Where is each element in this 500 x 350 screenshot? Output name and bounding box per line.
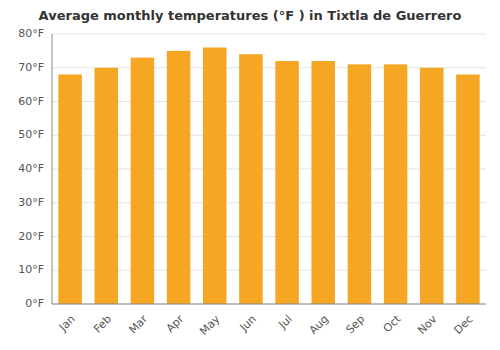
x-tick-label: Jan	[56, 313, 78, 335]
chart-container: 0°F 10°F 20°F 30°F 40°F 50°F 60°F 70°F 80°F Jan Fe…	[0, 0, 500, 350]
x-tick-label: Oct	[381, 312, 404, 335]
x-axis: Jan Feb Mar Apr May Jun Jul Aug Sep Oct Nov Dec	[56, 312, 476, 338]
y-tick-label: 20°F	[18, 230, 44, 243]
bar	[311, 61, 335, 304]
bars	[58, 48, 479, 305]
bar	[239, 54, 263, 304]
bar	[456, 75, 480, 305]
y-tick-label: 60°F	[18, 95, 44, 108]
bar	[94, 68, 118, 304]
x-tick-label: Mar	[126, 312, 150, 336]
y-tick-label: 0°F	[25, 297, 44, 310]
y-axis-line	[52, 34, 53, 304]
title: Average monthly temperatures (°F ) in Ti…	[39, 8, 462, 23]
x-tick-label: Aug	[307, 313, 331, 337]
y-tick-label: 30°F	[18, 196, 44, 209]
chart-svg: 0°F 10°F 20°F 30°F 40°F 50°F 60°F 70°F 80°F Jan Fe…	[0, 0, 500, 350]
x-tick-label: May	[197, 312, 223, 338]
bar	[420, 68, 444, 304]
bar	[384, 64, 408, 304]
grid	[52, 34, 486, 304]
x-tick-label: Jun	[237, 313, 259, 335]
x-tick-label: Apr	[164, 312, 187, 335]
bar	[203, 48, 227, 305]
y-tick-label: 10°F	[18, 263, 44, 276]
grid-line	[52, 304, 486, 305]
x-tick-label: Feb	[91, 313, 114, 336]
x-tick-label: Sep	[343, 313, 367, 337]
bar	[58, 75, 82, 305]
bar	[275, 61, 299, 304]
x-tick-label: Dec	[451, 313, 475, 337]
x-axis-line	[52, 304, 486, 305]
page: {"chart_data": {"type": "bar", "title": …	[0, 0, 500, 350]
y-tick-label: 70°F	[18, 61, 44, 74]
grid-line	[52, 34, 486, 35]
bar	[348, 64, 372, 304]
y-tick-label: 40°F	[18, 162, 44, 175]
bar	[131, 58, 155, 304]
x-tick-label: Nov	[415, 312, 440, 337]
bar	[167, 51, 191, 304]
y-tick-label: 50°F	[18, 128, 44, 141]
x-tick-label: Jul	[276, 313, 295, 332]
y-axis: 0°F 10°F 20°F 30°F 40°F 50°F 60°F 70°F 80°F	[18, 27, 44, 310]
y-tick-label: 80°F	[18, 27, 44, 40]
